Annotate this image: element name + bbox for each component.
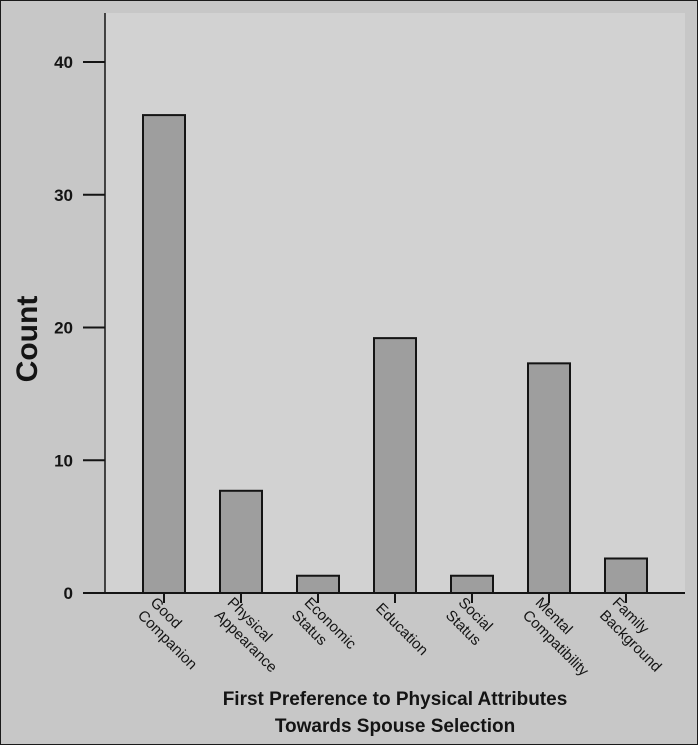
x-tick-label: Education (372, 600, 431, 659)
y-axis-title: Count (11, 296, 44, 383)
bar (142, 114, 186, 594)
bar (450, 574, 494, 594)
x-axis-title-line-2: Towards Spouse Selection (275, 716, 515, 737)
y-axis-ticks: 0 10 20 30 40 (54, 53, 105, 603)
y-tick-label: 10 (54, 451, 73, 470)
bar (527, 362, 571, 594)
bar (373, 337, 417, 594)
bars (142, 114, 648, 594)
y-tick-label: 40 (54, 53, 73, 72)
bar (219, 489, 263, 594)
bar (296, 574, 340, 594)
bar (604, 557, 648, 594)
y-tick-label: 20 (54, 319, 73, 338)
x-axis-ticks (163, 593, 627, 603)
x-axis-title-line-1: First Preference to Physical Attributes (223, 689, 568, 710)
y-tick-label: 0 (64, 584, 73, 603)
x-tick-label-line: Education (372, 600, 431, 659)
y-tick-label: 30 (54, 186, 73, 205)
